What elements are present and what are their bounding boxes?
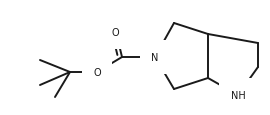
Text: NH: NH xyxy=(231,90,245,100)
Text: O: O xyxy=(93,67,101,77)
Text: N: N xyxy=(151,53,159,62)
Text: O: O xyxy=(111,28,119,38)
